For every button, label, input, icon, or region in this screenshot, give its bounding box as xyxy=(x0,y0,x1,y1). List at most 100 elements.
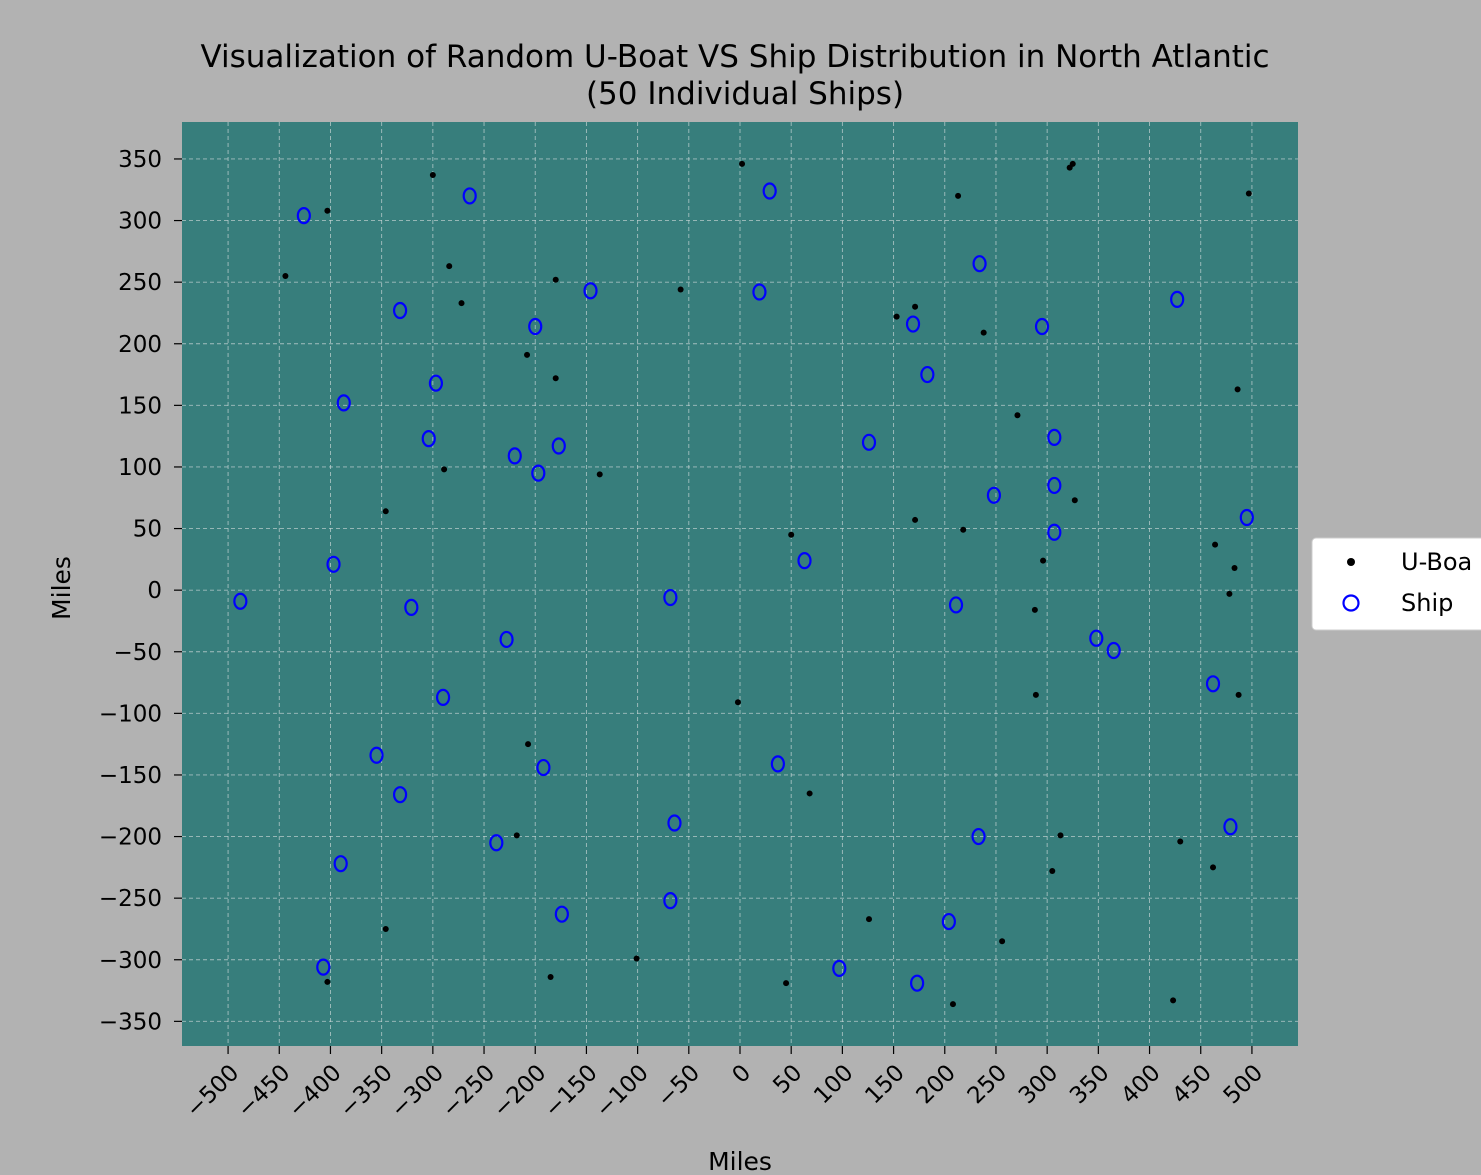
ship-point xyxy=(551,437,566,455)
ship-point xyxy=(1089,629,1104,647)
legend-uboat-label: U-Boa xyxy=(1401,548,1472,576)
ship-point xyxy=(489,834,504,852)
uboat-point xyxy=(282,273,289,279)
y-tick-label: −250 xyxy=(99,886,162,912)
uboat-point xyxy=(806,790,813,797)
uboat-point xyxy=(949,1001,956,1008)
uboat-point xyxy=(1212,541,1219,548)
uboat-point xyxy=(1014,412,1021,419)
ship-point xyxy=(233,592,248,610)
uboat-point xyxy=(1231,564,1238,571)
ship-point xyxy=(392,786,408,804)
ship-point xyxy=(392,301,408,320)
uboat-point xyxy=(866,916,873,923)
uboat-point xyxy=(1177,838,1184,845)
y-tick-label: −100 xyxy=(99,701,162,727)
y-tick-label: −300 xyxy=(99,948,162,974)
uboat-point xyxy=(1234,386,1241,393)
uboat-point xyxy=(1032,691,1039,698)
y-tick-label: −200 xyxy=(99,825,162,851)
legend-ship-label: Ship xyxy=(1401,589,1453,617)
uboat-point xyxy=(893,313,900,320)
ship-point xyxy=(972,255,987,273)
chart-subtitle: (50 Individual Ships) xyxy=(586,76,904,112)
uboat-point xyxy=(513,832,520,839)
uboat-point xyxy=(1069,160,1076,167)
y-tick-label: 300 xyxy=(118,209,162,235)
ship-point xyxy=(941,912,956,931)
uboat-point xyxy=(999,938,1006,945)
y-tick-label: −50 xyxy=(113,640,162,666)
ship-point xyxy=(369,746,384,764)
ship-point xyxy=(435,688,451,706)
uboat-series xyxy=(282,160,1252,1008)
uboat-point xyxy=(429,171,436,178)
y-tick-label: 150 xyxy=(118,393,162,419)
ship-point xyxy=(1239,508,1254,527)
uboat-point xyxy=(524,351,531,358)
ship-point xyxy=(333,855,348,873)
ship-point xyxy=(528,317,543,336)
ship-point xyxy=(326,555,341,573)
uboat-point xyxy=(1235,691,1242,698)
uboat-point xyxy=(324,207,331,214)
ship-point xyxy=(1205,675,1221,693)
ship-point xyxy=(667,814,682,832)
uboat-point xyxy=(1170,997,1177,1004)
ship-point xyxy=(1034,317,1050,336)
uboat-point xyxy=(382,508,389,515)
ship-point xyxy=(428,374,444,392)
y-axis-label: Miles xyxy=(47,556,76,620)
ship-point xyxy=(762,182,777,200)
ship-point xyxy=(583,282,598,300)
y-tick-label: 250 xyxy=(118,270,162,296)
uboat-point xyxy=(324,978,331,985)
ship-point xyxy=(1047,428,1062,446)
uboat-point xyxy=(1071,497,1078,504)
ship-point xyxy=(920,365,935,384)
y-tick-label: 0 xyxy=(147,578,162,604)
ship-point xyxy=(663,892,678,910)
ship-point xyxy=(336,394,351,412)
ship-point xyxy=(770,755,785,773)
uboat-point xyxy=(1210,864,1217,871)
ship-point xyxy=(1223,818,1238,836)
ship-point xyxy=(663,588,678,607)
ship-point xyxy=(499,630,514,649)
legend-uboat-marker xyxy=(1347,558,1355,566)
ship-point xyxy=(910,974,925,992)
uboat-point xyxy=(788,531,795,538)
legend: U-Boa Ship xyxy=(1311,537,1481,631)
uboat-point xyxy=(446,263,453,270)
uboat-point xyxy=(1031,606,1038,613)
uboat-point xyxy=(1040,557,1047,564)
ship-point xyxy=(986,486,1002,504)
uboat-point xyxy=(1049,868,1056,875)
ship-point xyxy=(316,958,331,976)
ship-point xyxy=(832,959,847,977)
ship-point xyxy=(971,827,986,846)
uboat-point xyxy=(525,741,532,748)
uboat-point xyxy=(912,516,919,523)
y-tick-label: 100 xyxy=(118,455,162,481)
ship-point xyxy=(752,283,767,301)
uboat-point xyxy=(677,286,684,293)
uboat-point xyxy=(596,471,603,478)
ship-point xyxy=(421,430,436,448)
uboat-point xyxy=(458,300,465,307)
uboat-point xyxy=(633,955,640,962)
uboat-point xyxy=(739,160,746,167)
ship-point xyxy=(1170,290,1185,309)
uboat-point xyxy=(960,526,967,533)
uboat-point xyxy=(547,974,554,981)
grid-lines xyxy=(182,122,1298,1046)
ship-point xyxy=(797,551,812,570)
legend-ship-marker xyxy=(1342,594,1360,612)
y-tick-label: 350 xyxy=(118,147,162,173)
ship-point xyxy=(1106,641,1121,660)
ship-point xyxy=(905,315,921,333)
uboat-point xyxy=(1226,590,1233,597)
y-tick-label: 50 xyxy=(133,517,162,543)
uboat-point xyxy=(1057,832,1064,839)
ship-point xyxy=(404,598,419,617)
